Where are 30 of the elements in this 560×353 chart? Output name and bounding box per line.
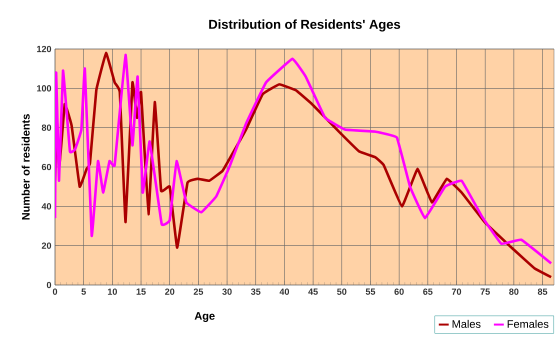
x-tick-label: 0 [52, 288, 58, 295]
y-tick-label: 100 [37, 85, 52, 92]
x-tick-label: 20 [165, 288, 174, 295]
legend-label: Females [508, 320, 548, 328]
y-tick-label: 0 [46, 282, 52, 288]
x-tick-label: 40 [280, 288, 290, 295]
y-tick-label: 60 [42, 164, 52, 170]
x-axis-title: Age [194, 312, 215, 322]
x-tick-label: 80 [509, 288, 518, 295]
x-tick-label: 35 [250, 288, 260, 295]
x-tick-label: 55 [366, 288, 376, 295]
x-tick-label: 60 [394, 288, 404, 295]
x-tick-label: 10 [108, 288, 117, 295]
chart-title: Distribution of Residents' Ages [209, 19, 400, 32]
x-tick-label: 75 [480, 288, 490, 295]
x-tick-label: 25 [194, 288, 204, 295]
x-tick-label: 70 [452, 288, 462, 295]
x-tick-label: 65 [423, 288, 433, 295]
y-tick-label: 80 [42, 124, 52, 131]
x-tick-label: 85 [538, 288, 548, 295]
legend-label: Males [452, 320, 481, 328]
y-tick-label: 120 [37, 46, 52, 52]
y-axis-title: Number of residents [22, 114, 30, 220]
x-tick-label: 5 [81, 288, 86, 295]
y-tick-label: 40 [42, 203, 52, 210]
x-tick-label: 50 [337, 288, 346, 295]
y-tick-label: 20 [42, 242, 52, 249]
x-tick-label: 15 [136, 288, 146, 295]
x-tick-label: 30 [222, 288, 232, 295]
x-tick-label: 45 [308, 288, 318, 295]
